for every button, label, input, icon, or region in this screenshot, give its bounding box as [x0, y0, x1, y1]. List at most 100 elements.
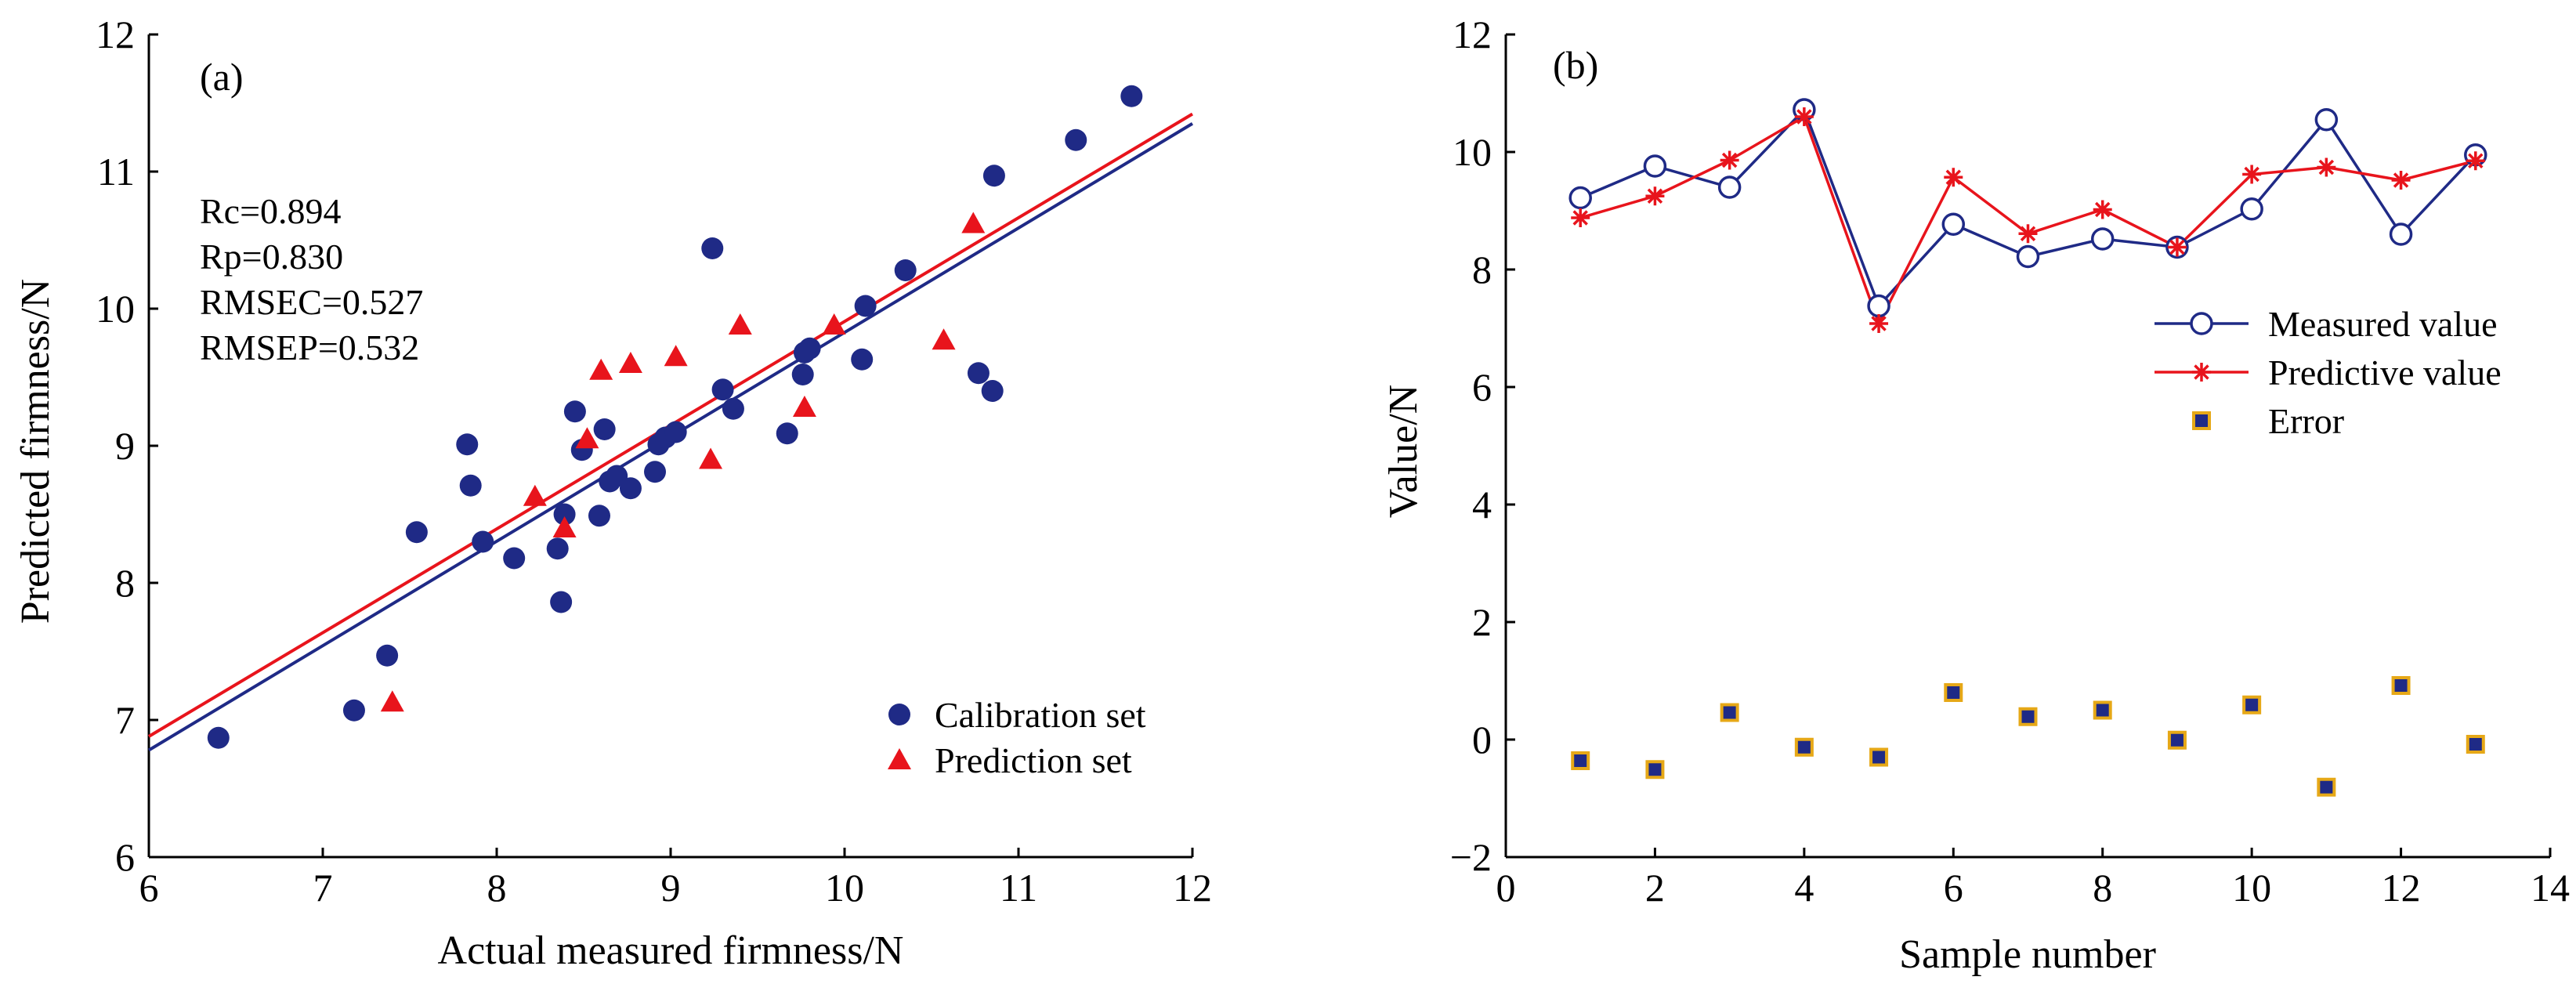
prediction-point	[664, 345, 688, 367]
measured-value-line	[1579, 107, 2477, 309]
calibration-point	[981, 380, 1004, 402]
error-point	[1869, 747, 1889, 767]
prediction-point	[523, 484, 547, 506]
prediction-point	[618, 352, 642, 373]
panel-b-x-tick-label: 10	[2232, 866, 2271, 910]
legend-predictive-label: Predictive value	[2268, 353, 2502, 393]
panel-b-y-tick-label: 8	[1472, 248, 1492, 291]
panel-b-y-tick-label: 2	[1472, 600, 1492, 644]
error-point	[1944, 683, 1963, 702]
panel-b-x-tick-label: 2	[1645, 866, 1665, 910]
predictive-value-point	[1869, 314, 1889, 333]
calibration-point	[798, 337, 821, 360]
calibration-point	[776, 422, 798, 445]
error-point	[2391, 676, 2411, 695]
prediction-point	[575, 427, 599, 449]
predictive-value-point	[1794, 107, 1814, 126]
error-point	[2093, 700, 2112, 720]
panel-a-y-axis-label: Predicted firmness/N	[13, 279, 58, 624]
prediction-point	[822, 313, 846, 335]
measured-value-point	[1643, 154, 1667, 178]
panel-b-x-tick-label: 0	[1496, 866, 1516, 910]
legend-predictive-marker-stroke	[2194, 364, 2209, 380]
measured-value-point	[2389, 222, 2413, 246]
calibration-point	[967, 362, 990, 385]
calibration-point	[342, 699, 365, 722]
calibration-point	[664, 421, 687, 443]
predictive-value-point	[2242, 165, 2262, 184]
legend-measured-marker	[2190, 312, 2213, 335]
legend-error-label: Error	[2268, 401, 2344, 441]
predictive-value-point-stroke	[1796, 109, 1812, 125]
panel-a-y-tick-label: 9	[115, 424, 135, 468]
calibration-point	[619, 477, 642, 500]
calibration-point	[405, 521, 428, 544]
panel-b-points	[1568, 98, 2487, 797]
panel-a-axes: 6 7 8 9 10 11 12 6 7 8 9 10 11 12	[96, 13, 1212, 910]
calibration-point	[1120, 85, 1143, 107]
panel-b-x-tick-label: 14	[2531, 866, 2570, 910]
predictive-value-point	[2466, 151, 2485, 171]
panel-b-y-tick-label: 10	[1453, 130, 1492, 174]
predictive-value-point-stroke	[2393, 172, 2409, 188]
error-point	[2466, 735, 2485, 754]
predictive-value-point-stroke	[1871, 316, 1887, 331]
predictive-value-point-stroke	[1721, 152, 1738, 168]
panel-b-y-tick-label: 6	[1472, 365, 1492, 409]
error-point	[2167, 730, 2187, 750]
error-point	[2242, 695, 2262, 714]
panel-b-series-lines	[1579, 107, 2477, 327]
error-point	[1571, 751, 1590, 770]
panel-a-x-tick-label: 9	[661, 866, 681, 910]
predictive-value-point-stroke	[2244, 166, 2259, 183]
legend-calibration-label: Calibration set	[935, 695, 1146, 735]
panel-b-y-axis-label: Value/N	[1381, 385, 1426, 518]
calibration-point	[894, 259, 917, 281]
calibration-point	[593, 418, 616, 440]
calibration-point	[503, 547, 526, 570]
predictive-value-point	[2093, 200, 2112, 219]
panel-b-legend: Measured value Predictive value Error	[2155, 304, 2502, 441]
calibration-point	[550, 591, 573, 613]
panel-a-y-tick-label: 10	[96, 287, 135, 331]
panel-a-metric-annotation: RMSEP=0.532	[200, 327, 419, 367]
predictive-value-point-stroke	[2318, 159, 2335, 175]
legend-prediction-marker	[888, 748, 911, 769]
calibration-point	[722, 397, 744, 420]
prediction-point	[380, 690, 404, 712]
predictive-value-point	[1944, 168, 1963, 187]
panel-a-metric-annotation: RMSEC=0.527	[200, 282, 423, 322]
panel-a-x-tick-label: 7	[313, 866, 333, 910]
measured-value-point	[2240, 197, 2263, 221]
panel-a-scatter-chart: (a) Rc=0.894 Rp=0.830 RMSEC=0.527 RMSEP=0.5…	[13, 13, 1212, 973]
predictive-value-point	[2167, 237, 2187, 257]
panel-b-y-tick-label: −2	[1450, 835, 1492, 879]
panel-a-x-tick-label: 12	[1173, 866, 1212, 910]
panel-a-legend: Calibration set Prediction set	[888, 695, 1146, 780]
predictive-value-point	[2018, 224, 2038, 244]
panel-b-x-tick-label: 6	[1944, 866, 1963, 910]
calibration-point	[472, 530, 494, 553]
prediction-point	[728, 313, 752, 335]
calibration-point	[456, 433, 479, 456]
prediction-point	[552, 516, 577, 537]
calibration-point	[644, 461, 667, 483]
calibration-point	[701, 237, 724, 259]
panel-a-x-tick-label: 10	[825, 866, 864, 910]
prediction-point	[792, 396, 816, 417]
calibration-point	[851, 348, 874, 371]
panel-b-x-tick-label: 12	[2382, 866, 2421, 910]
error-point	[1794, 737, 1814, 757]
calibration-point	[546, 537, 569, 560]
panel-a-metric-annotation: Rc=0.894	[200, 191, 342, 231]
predictive-value-point-stroke	[2169, 239, 2185, 255]
measured-value-point	[2090, 227, 2115, 251]
measured-value-point	[1867, 294, 1890, 318]
calibration-point	[553, 503, 576, 526]
predictive-value-line	[1579, 114, 2477, 327]
measured-value-point	[2314, 108, 2339, 132]
panel-a-x-axis-label: Actual measured firmness/N	[438, 928, 904, 973]
predictive-value-point-stroke	[1945, 169, 1962, 185]
